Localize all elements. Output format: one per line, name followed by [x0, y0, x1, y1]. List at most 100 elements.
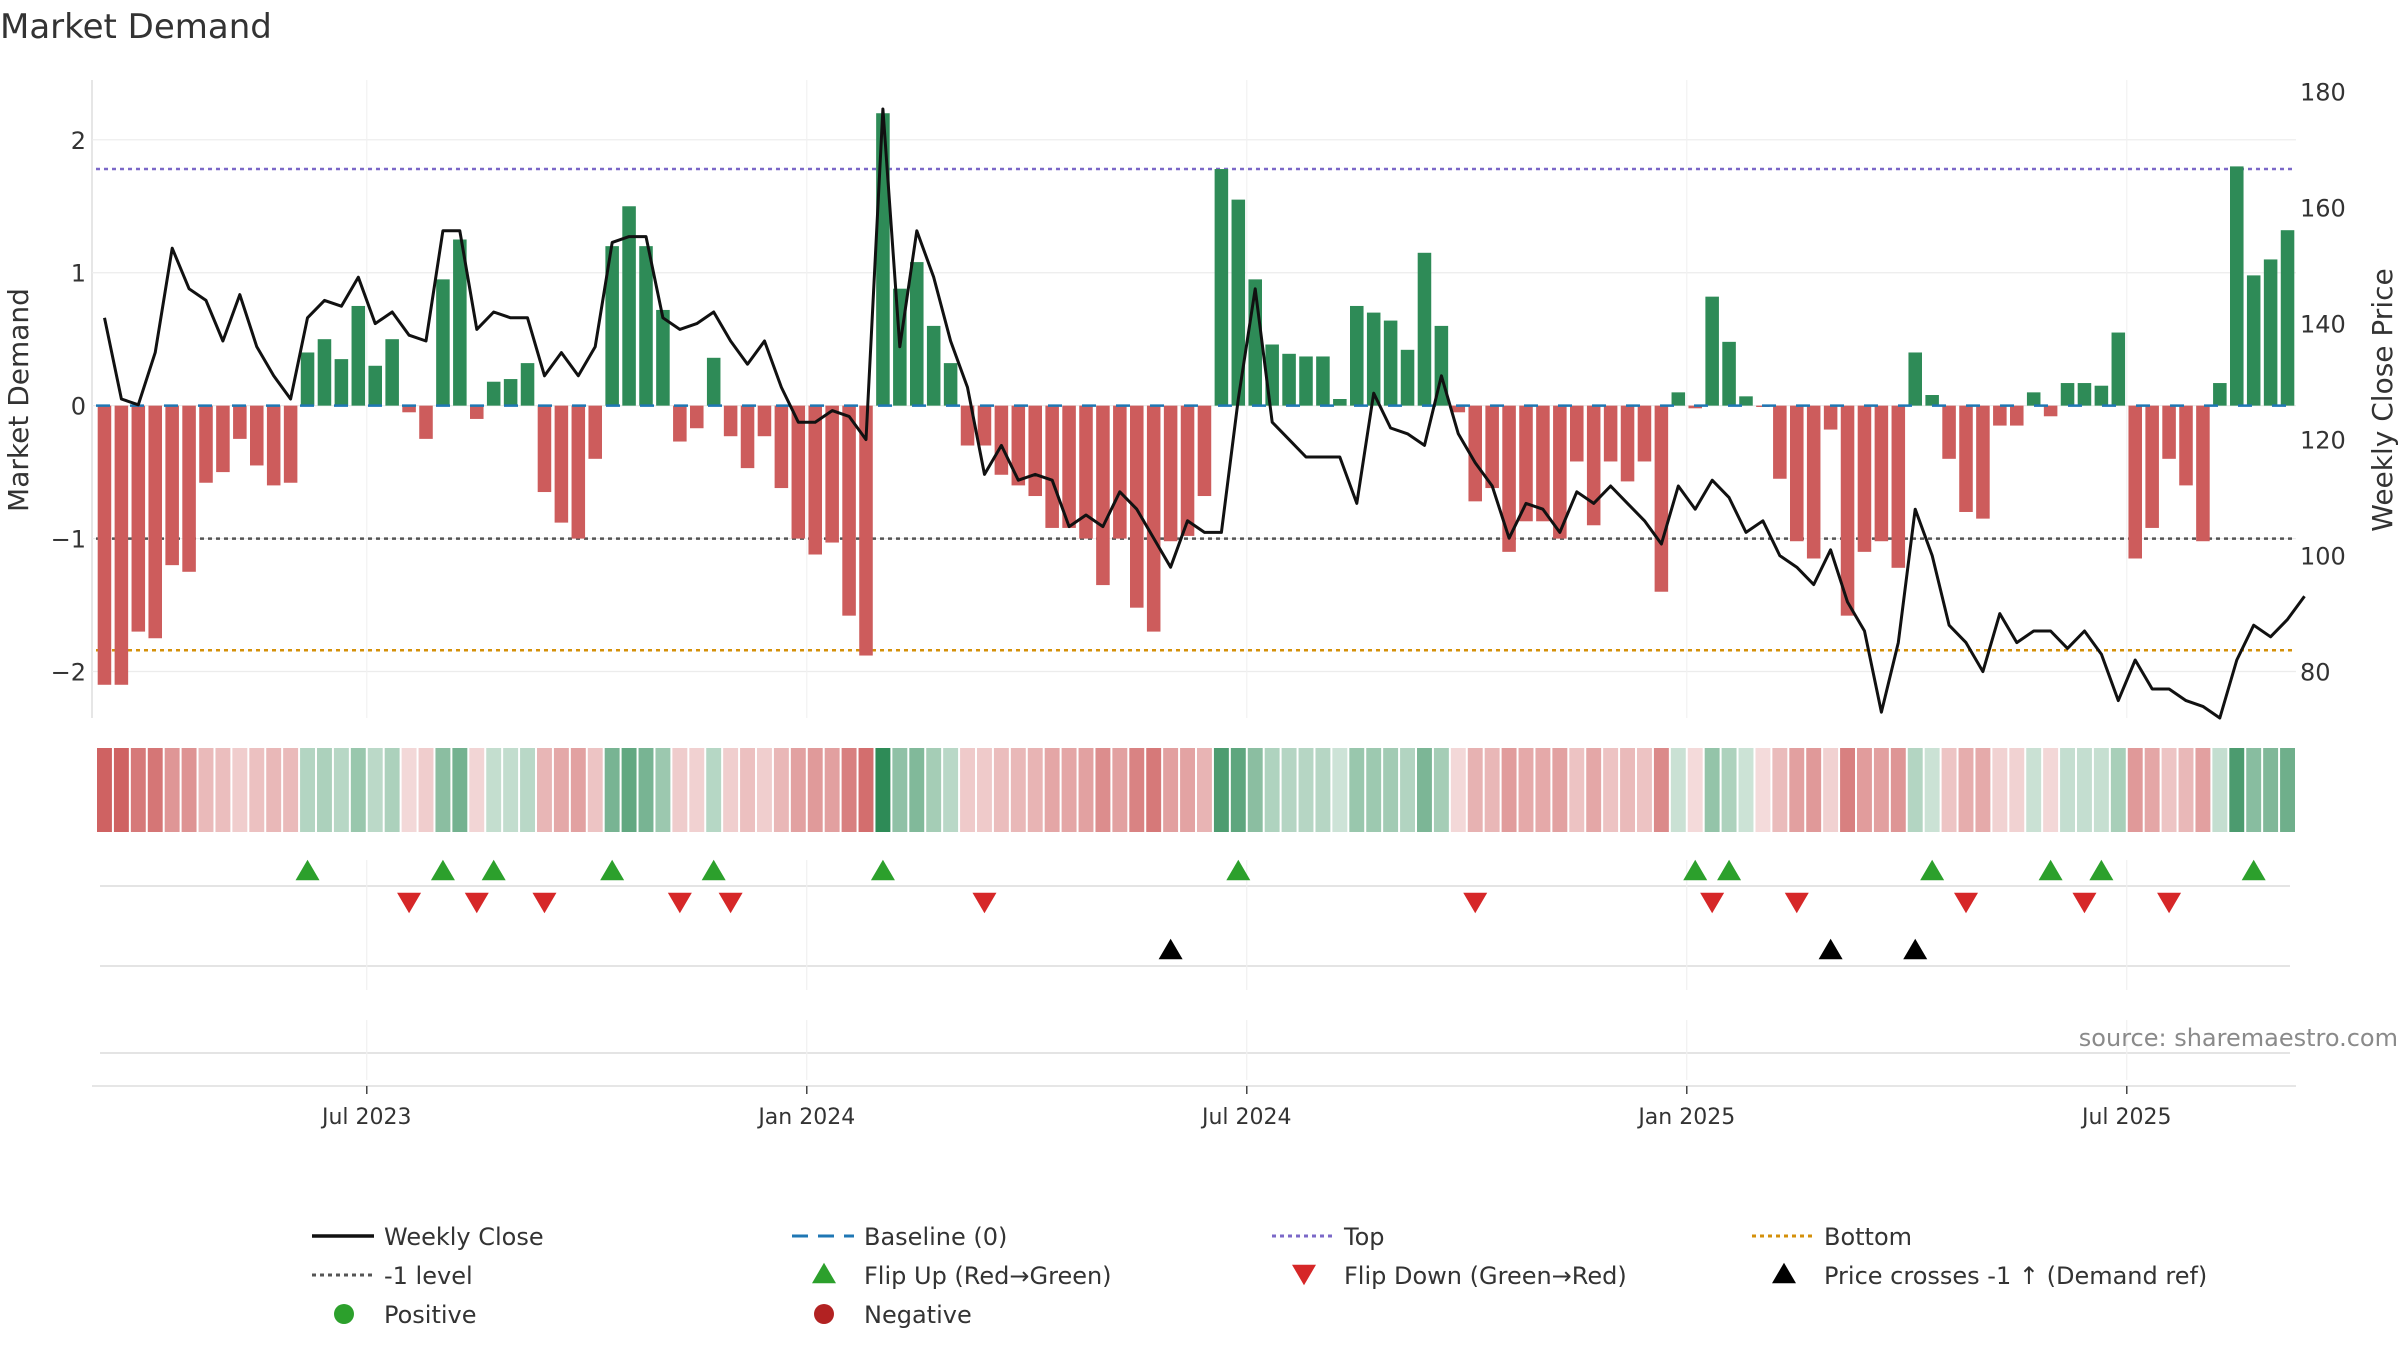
flip-up-marker: [1920, 859, 1945, 881]
strip-cell: [1417, 748, 1432, 832]
flip-down-marker: [2157, 892, 2182, 914]
flip-down-marker: [718, 892, 743, 914]
demand-bar-positive: [2111, 332, 2126, 406]
demand-bar-positive: [368, 365, 382, 406]
demand-bar-negative: [1620, 405, 1635, 482]
legend-label: Weekly Close: [384, 1223, 544, 1251]
demand-bar-negative: [1840, 405, 1855, 616]
flip-up-marker: [2038, 859, 2063, 881]
strip-cell: [1146, 748, 1162, 832]
signal-panel: source: sharemaestro.com: [92, 859, 2398, 1087]
legend-label: Top: [1343, 1223, 1385, 1251]
strip-cell: [1637, 748, 1652, 832]
y-axis-label: Market Demand: [2, 288, 35, 512]
strip-cell: [1840, 748, 1855, 832]
strip-cell: [2144, 748, 2160, 832]
strip-cell: [1603, 748, 1619, 832]
strip-cell: [181, 748, 197, 832]
strip-cell: [604, 748, 620, 832]
strip-cell: [1332, 748, 1348, 832]
strip-cell: [1027, 748, 1043, 832]
flip-up-marker: [1226, 859, 1251, 881]
strip-cell: [926, 748, 942, 832]
demand-bar-negative: [1011, 405, 1026, 486]
strip-cell: [1552, 748, 1568, 832]
legend-handle-circle: [334, 1304, 354, 1324]
strip-cell: [1112, 748, 1128, 832]
strip-cell: [824, 748, 840, 832]
strip-cell: [1873, 748, 1889, 832]
legend-label: Price crosses -1 ↑ (Demand ref): [1824, 1262, 2207, 1290]
flip-up-marker: [295, 859, 320, 881]
legend-handle-circle: [814, 1304, 834, 1324]
strip-cell: [266, 748, 282, 832]
strip-cell: [1620, 748, 1635, 832]
demand-bar-negative: [994, 405, 1009, 475]
demand-bar-positive: [910, 262, 924, 406]
strip-cell: [1924, 748, 1940, 832]
demand-bar-negative: [723, 405, 738, 437]
strip-cell: [1670, 748, 1686, 832]
strip-cell: [333, 748, 349, 832]
demand-bar-positive: [503, 379, 518, 406]
strip-cell: [215, 748, 231, 832]
strip-cell: [1653, 748, 1669, 832]
strip-cell: [757, 748, 772, 832]
strip-cell: [452, 748, 468, 832]
strip-cell: [1586, 748, 1602, 832]
strip-cell: [2212, 748, 2228, 832]
demand-bar-negative: [199, 405, 213, 483]
demand-bar-positive: [486, 381, 501, 406]
strip-cell: [198, 748, 214, 832]
demand-bar-negative: [2043, 405, 2058, 417]
strip-cell: [1400, 748, 1415, 832]
demand-bar-positive: [317, 339, 332, 406]
demand-bar-positive: [1350, 305, 1364, 406]
legend-label: Baseline (0): [864, 1223, 1007, 1251]
demand-bar-positive: [1400, 349, 1415, 406]
demand-bar-positive: [385, 339, 399, 406]
strip-cell: [1755, 748, 1771, 832]
chart-title: Market Demand: [0, 7, 272, 47]
strip-cell: [977, 748, 992, 832]
y-tick-label: −2: [51, 658, 86, 686]
strip-cell: [2195, 748, 2211, 832]
strip-cell: [1992, 748, 2008, 832]
strip-cell: [2060, 748, 2075, 832]
strip-cell: [1907, 748, 1923, 832]
strip-cell: [993, 748, 1009, 832]
strip-cell: [723, 748, 739, 832]
demand-bar-negative: [1113, 405, 1127, 539]
demand-bar-negative: [1993, 405, 2007, 426]
price-cross-marker: [1903, 938, 1928, 960]
strip-cell: [1789, 748, 1805, 832]
demand-bar-negative: [791, 405, 806, 539]
demand-bar-negative: [774, 405, 789, 489]
demand-bar-negative: [283, 405, 298, 483]
flip-up-marker: [701, 859, 726, 881]
strip-cell: [164, 748, 180, 832]
strip-cell: [1450, 748, 1466, 832]
x-tick-label: Jul 2024: [1200, 1105, 1292, 1130]
strip-cell: [1129, 748, 1145, 832]
strip-cell: [1738, 748, 1754, 832]
strip-cell: [1180, 748, 1195, 832]
demand-bar-positive: [1417, 252, 1432, 406]
demand-bar-positive: [453, 239, 467, 406]
strip-cell: [130, 748, 146, 832]
y2-tick-label: 120: [2300, 427, 2346, 455]
strip-cell: [1890, 748, 1906, 832]
flip-up-marker: [600, 859, 625, 881]
demand-bar-positive: [2246, 275, 2261, 406]
strip-cell: [807, 748, 823, 832]
demand-bar-negative: [537, 405, 552, 493]
strip-cell: [232, 748, 248, 832]
demand-bar-positive: [520, 363, 535, 406]
strip-cell: [1197, 748, 1212, 832]
strip-cell: [1721, 748, 1737, 832]
demand-bar-negative: [1874, 405, 1889, 542]
demand-bar-negative: [1536, 405, 1550, 522]
strip-cell: [1704, 748, 1720, 832]
demand-bar-negative: [1197, 405, 1212, 497]
strip-cell: [1975, 748, 1991, 832]
